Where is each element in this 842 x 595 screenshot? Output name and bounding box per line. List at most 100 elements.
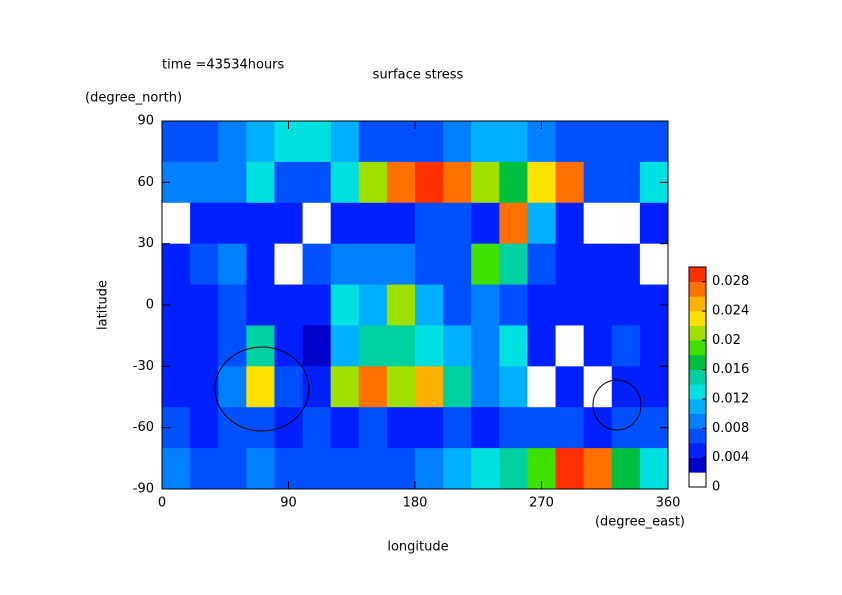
field-cell	[527, 243, 557, 286]
field-cell	[302, 161, 332, 204]
field-cell	[246, 161, 275, 204]
field-cell	[471, 366, 500, 408]
colorbar-band	[689, 311, 706, 326]
field-cell	[443, 284, 472, 326]
field-cell	[555, 121, 585, 163]
field-cell	[162, 325, 191, 367]
field-cell	[218, 243, 247, 286]
field-cell	[218, 121, 247, 163]
field-cell	[611, 161, 641, 204]
field-cell	[358, 366, 388, 408]
field-cell	[415, 121, 444, 163]
field-cell	[527, 325, 557, 367]
field-cell	[190, 325, 219, 367]
colorbar-tick-label: 0	[712, 480, 720, 495]
colorbar-band	[689, 457, 706, 473]
y-axis-label: latitude	[96, 280, 111, 330]
field-cell	[639, 121, 669, 163]
field-cell	[246, 407, 275, 449]
field-cell	[386, 407, 416, 449]
colorbar-band	[689, 399, 706, 414]
field-cell	[162, 121, 191, 163]
field-cell	[555, 366, 585, 408]
field-cell	[330, 243, 360, 286]
colorbar-band	[689, 428, 706, 444]
field	[162, 121, 669, 490]
field-cell	[471, 243, 500, 286]
field-cell	[218, 284, 247, 326]
field-cell	[302, 243, 332, 286]
field-cell	[443, 448, 472, 490]
y-unit: (degree_north)	[85, 91, 182, 106]
field-cell	[499, 448, 528, 490]
coastline	[214, 346, 310, 432]
field-cell	[190, 243, 219, 286]
y-tick-label: 0	[146, 298, 154, 313]
field-cell	[218, 325, 247, 367]
colorbar-tick-label: 0.024	[712, 304, 749, 319]
overlay	[161, 120, 669, 490]
field-cell	[555, 448, 585, 490]
colorbar-band	[689, 355, 706, 370]
field-cell	[386, 325, 416, 367]
field-cell	[358, 284, 388, 326]
field-cell	[583, 243, 613, 286]
field-cell	[499, 366, 528, 408]
field-cell	[330, 448, 360, 490]
field-cell	[274, 202, 304, 245]
colorbar-band	[689, 325, 706, 341]
plot-frame	[161, 120, 669, 490]
field-cell	[415, 407, 444, 449]
field-cell	[386, 243, 416, 286]
x-tick-label: 270	[529, 496, 554, 511]
field-cell	[639, 448, 669, 490]
chart-title: surface stress	[373, 68, 464, 83]
field-cell	[583, 284, 613, 326]
field-cell	[499, 407, 528, 449]
colorbar-band	[689, 296, 706, 312]
field-cell	[555, 161, 585, 204]
field-cell	[639, 325, 669, 367]
field-cell	[555, 243, 585, 286]
field-cell	[499, 325, 528, 367]
field-cell	[162, 243, 191, 286]
x-axis-label: longitude	[387, 540, 448, 555]
field-cell	[330, 366, 360, 408]
field-cell	[555, 407, 585, 449]
field-cell	[443, 243, 472, 286]
field-cell	[499, 121, 528, 163]
field-cell	[471, 121, 500, 163]
field-cell	[358, 121, 388, 163]
field-cell	[415, 366, 444, 408]
x-unit: (degree_east)	[595, 515, 685, 530]
field-cell	[358, 325, 388, 367]
field-cell	[358, 161, 388, 204]
field-cell	[330, 202, 360, 245]
field-cell	[499, 243, 528, 286]
field-cell	[330, 325, 360, 367]
field-cell	[162, 448, 191, 490]
field-cell	[527, 366, 557, 408]
field-cell	[386, 121, 416, 163]
field-cell	[639, 243, 669, 286]
colorbar-band	[689, 340, 706, 356]
field-cell	[639, 366, 669, 408]
field-cell	[415, 202, 444, 245]
field-cell	[583, 366, 613, 408]
field-cell	[611, 202, 641, 245]
field-cell	[611, 284, 641, 326]
field-cell	[386, 161, 416, 204]
field-cell	[611, 448, 641, 490]
field-cell	[583, 161, 613, 204]
colorbar-band	[689, 472, 706, 488]
field-cell	[302, 407, 332, 449]
y-tick-label: -30	[133, 359, 154, 374]
field-cell	[415, 161, 444, 204]
field-cell	[443, 121, 472, 163]
colorbar-tick-label: 0.016	[712, 362, 749, 377]
field-cell	[274, 243, 304, 286]
field-cell	[471, 407, 500, 449]
field-cell	[555, 202, 585, 245]
